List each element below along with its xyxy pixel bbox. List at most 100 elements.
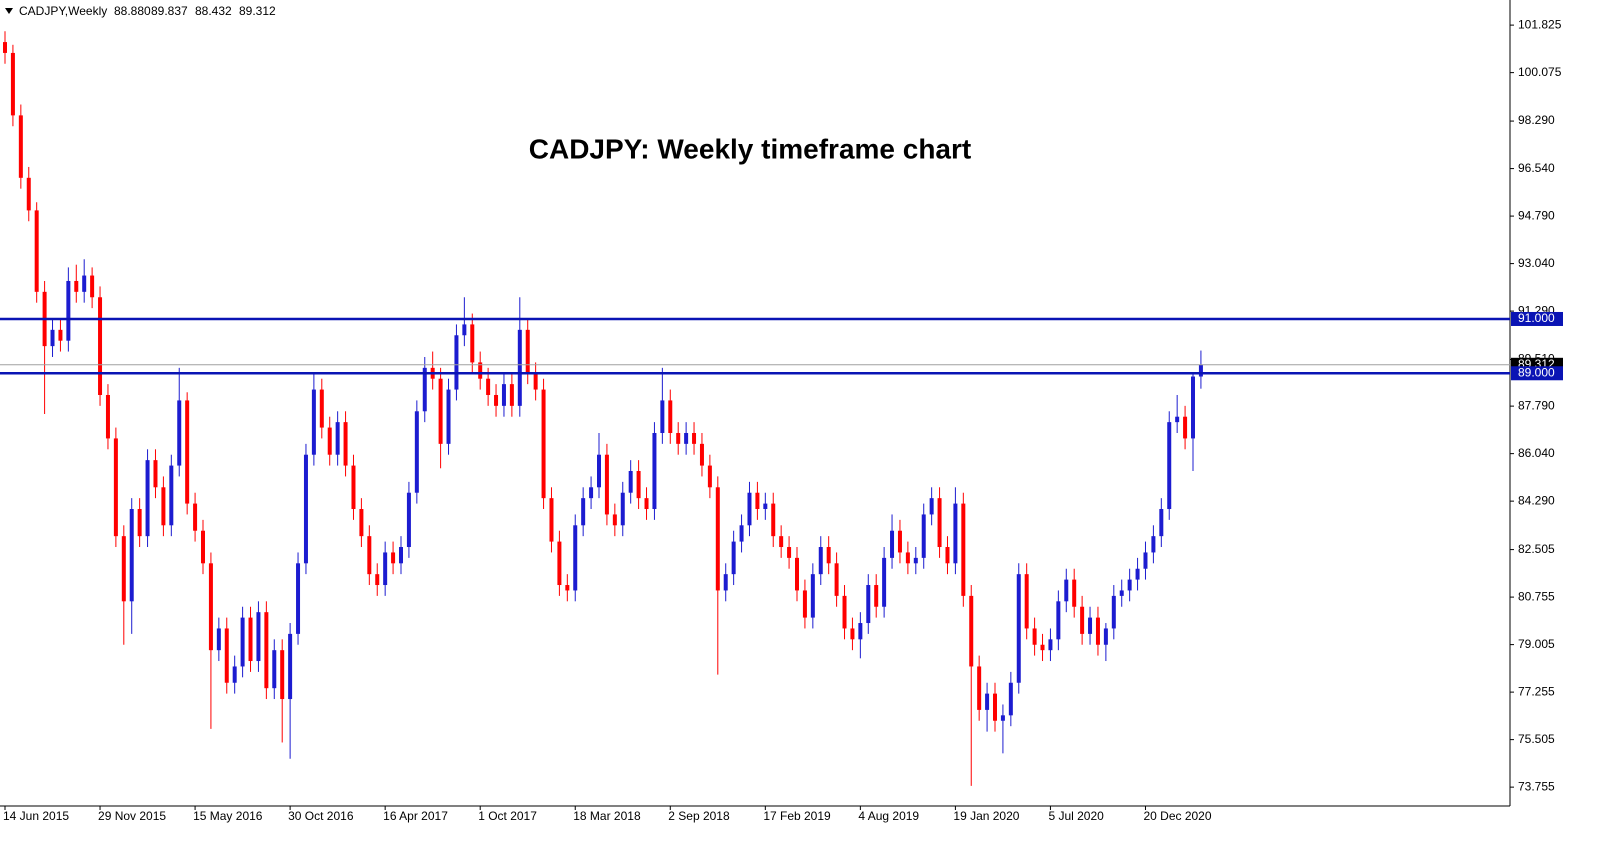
candle-body [1127, 579, 1132, 591]
candle-body [1072, 579, 1077, 607]
candle-body [422, 367, 427, 412]
candle-body [1143, 552, 1148, 569]
candle-body [335, 422, 340, 455]
symbol: CADJPY,Weekly [19, 4, 107, 18]
x-tick-label: 20 Dec 2020 [1143, 809, 1211, 823]
candle-body [288, 633, 293, 700]
candle-body [319, 389, 324, 428]
candle-body [969, 595, 974, 667]
candle-body [684, 432, 689, 444]
candle-body [383, 552, 388, 586]
candle-body [478, 362, 483, 379]
candle-body [185, 400, 190, 504]
candle-body [82, 275, 87, 292]
candle-body [589, 487, 594, 499]
x-tick-label: 15 May 2016 [193, 809, 263, 823]
candle-body [272, 650, 277, 689]
candle-body [810, 574, 815, 618]
candle-body [620, 492, 625, 526]
candle-body [193, 503, 198, 531]
candle-body [731, 541, 736, 575]
candle-body [113, 438, 118, 537]
y-tick-label: 86.040 [1518, 446, 1555, 460]
candle-body [1088, 617, 1093, 634]
candle-body [1016, 574, 1021, 683]
candle-body [367, 536, 372, 575]
level-tag [1511, 366, 1563, 381]
candle-body [557, 541, 562, 586]
y-tick-label: 98.290 [1518, 113, 1555, 127]
candle-body [509, 384, 514, 406]
candle-body [1111, 595, 1116, 629]
candle-body [129, 509, 134, 602]
candle-body [581, 498, 586, 526]
x-tick-label: 5 Jul 2020 [1048, 809, 1104, 823]
candle-body [787, 547, 792, 558]
candle-body [145, 460, 150, 537]
candle-body [937, 498, 942, 548]
candle-body [802, 590, 807, 618]
candle-body [1159, 509, 1164, 537]
x-tick-label: 14 Jun 2015 [3, 809, 69, 823]
candle-body [842, 595, 847, 629]
candle-body [343, 422, 348, 466]
candle-body [1175, 416, 1180, 423]
candle-body [296, 563, 301, 634]
candle-body [161, 487, 166, 526]
candle-body [779, 536, 784, 548]
candle-body [795, 557, 799, 591]
candle-body [232, 666, 237, 683]
candle-body [406, 492, 411, 548]
candle-body [644, 498, 649, 510]
chart-title: CADJPY: Weekly timeframe chart [529, 133, 971, 164]
candle-body [1032, 628, 1037, 645]
candle-body [201, 530, 205, 564]
candle-body [137, 509, 142, 537]
candle-body [945, 547, 950, 564]
candle-body [359, 509, 364, 537]
candle-body [517, 329, 522, 406]
candle-body [858, 623, 863, 640]
x-tick-label: 16 Apr 2017 [383, 809, 448, 823]
candle-body [280, 650, 285, 700]
y-tick-label: 84.290 [1518, 493, 1555, 507]
x-tick-label: 17 Feb 2019 [763, 809, 831, 823]
candle-body [494, 394, 499, 406]
candle-body [850, 628, 855, 640]
candle-body [486, 378, 491, 395]
y-tick-label: 94.790 [1518, 208, 1555, 222]
candle-body [98, 297, 103, 395]
candle-body [541, 389, 546, 499]
candle-body [3, 42, 7, 53]
candle-body [707, 465, 712, 488]
candle-body [121, 536, 126, 602]
candle-body [1183, 416, 1188, 439]
candle-body [311, 389, 316, 455]
candle-body [224, 628, 229, 683]
candle-body [747, 492, 752, 526]
x-tick-label: 29 Nov 2015 [98, 809, 166, 823]
candle-body [90, 275, 95, 298]
candle-body [1103, 628, 1108, 645]
y-tick-label: 80.755 [1518, 589, 1555, 603]
y-tick-label: 87.790 [1518, 398, 1555, 412]
level-label: 89.000 [1518, 365, 1555, 379]
candle-body [446, 389, 451, 444]
candle-body [391, 552, 396, 564]
candle-body [303, 454, 308, 564]
candle-body [153, 460, 158, 488]
y-tick-label: 73.755 [1518, 779, 1555, 793]
candle-body [715, 487, 720, 591]
y-tick-label: 75.505 [1518, 732, 1555, 746]
x-tick-label: 4 Aug 2019 [858, 809, 919, 823]
x-tick-label: 1 Oct 2017 [478, 809, 537, 823]
candle-body [834, 563, 839, 596]
y-tick-label: 79.005 [1518, 637, 1555, 651]
candle-body [699, 443, 704, 466]
candle-body [739, 525, 744, 542]
y-tick-label: 101.825 [1518, 17, 1562, 31]
x-tick-label: 19 Jan 2020 [953, 809, 1019, 823]
candle-body [208, 563, 213, 651]
